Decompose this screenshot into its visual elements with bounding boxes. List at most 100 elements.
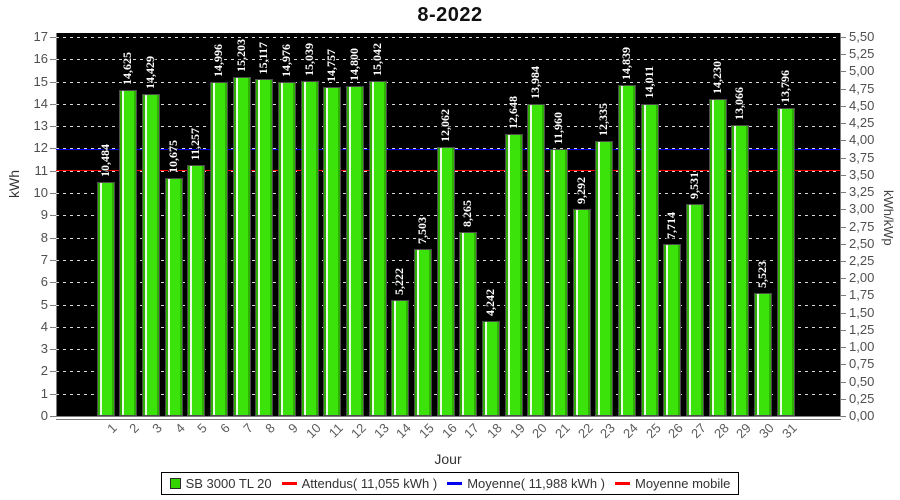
bar-value-label: 15,203 [233,39,248,73]
y-axis-tick-right [840,416,846,417]
y-axis-tick-label-right: 1,50 [849,304,875,320]
bar [685,203,704,416]
bar [776,108,795,416]
y-axis-tick-label-left: 15 [33,73,48,89]
bar [277,82,296,416]
y-axis-tick-right [840,71,846,73]
y-axis-tick-left [50,393,56,395]
y-axis-tick-label-right: 0,00 [849,408,875,423]
bar-value-label: 15,039 [301,42,316,76]
y-axis-tick-label-right: 3,50 [849,166,875,182]
y-axis-line-right [840,33,841,416]
legend: SB 3000 TL 20 Attendus( 11,055 kWh ) Moyen… [0,472,900,495]
y-axis-tick-left [50,237,56,239]
legend-label: Attendus( 11,055 kWh ) [301,476,438,491]
legend-box: SB 3000 TL 20 Attendus( 11,055 kWh ) Moyen… [160,472,740,495]
y-axis-tick-right [840,381,846,383]
y-axis-tick-label-left: 4 [40,318,48,334]
bar [753,292,772,416]
bar-value-label: 15,117 [256,41,271,74]
y-axis-tick-label-right: 4,50 [849,97,875,113]
y-axis-tick-left [50,126,56,128]
bar-value-label: 5,523 [754,260,769,288]
bar-value-label: 14,996 [210,43,225,77]
bar-value-label: 11,960 [550,112,565,145]
y-axis-tick-left [50,349,56,351]
x-axis-label: Jour [434,451,462,467]
bar-value-label: 9,292 [573,176,588,204]
bar [209,81,228,416]
y-axis-tick-right [840,192,846,194]
bar [300,80,319,416]
legend-line-icon [281,482,297,485]
h-gridline [56,126,840,128]
y-axis-tick-label-right: 4,00 [849,132,875,148]
bar [187,165,206,416]
y-axis-tick-right [840,398,846,400]
y-axis-tick-right [840,54,846,56]
y-axis-tick-label-left: 5 [40,296,48,312]
bar-value-label: 14,757 [324,49,339,83]
bar [255,78,274,416]
bar [572,208,591,416]
bar [459,231,478,416]
bar-value-label: 14,976 [278,44,293,78]
legend-item: Moyenne mobile [615,476,730,491]
chart-title: 8-2022 [417,4,483,26]
bar-value-label: 12,648 [505,96,520,130]
legend-item: Attendus( 11,055 kWh ) [281,476,438,491]
y-axis-tick-left [50,193,56,195]
y-axis-tick-left [50,371,56,373]
y-axis-tick-left [50,81,56,83]
h-gridline [56,103,840,105]
y-axis-tick-label-left: 17 [33,29,48,44]
y-axis-tick-label-right: 0,25 [849,390,875,406]
y-axis-tick-right [840,295,846,297]
y-axis-tick-right [840,260,846,262]
bar-value-label: 7,714 [664,212,679,240]
bar-value-label: 9,531 [686,171,701,199]
y-axis-tick-label-left: 0 [40,408,48,423]
bar [595,141,614,416]
bar [481,321,500,416]
y-axis-tick-right [840,226,846,228]
y-axis-tick-left [50,326,56,328]
bar [617,85,636,416]
y-axis-tick-right [840,157,846,159]
y-axis-tick-label-left: 10 [33,185,48,201]
bar [640,103,659,416]
bar [663,244,682,416]
y-axis-tick-right [840,312,846,314]
y-axis-tick-right [840,88,846,90]
h-gridline [56,37,840,38]
y-axis-tick-right [840,105,846,107]
bar-value-label: 7,503 [414,216,429,244]
y-axis-tick-label-right: 0,75 [849,356,875,372]
legend-label: Moyenne( 11,988 kWh ) [467,476,605,491]
bar-value-label: 13,796 [777,70,792,104]
y-axis-tick-right [840,209,846,211]
legend-label: Moyenne mobile [635,476,731,491]
y-axis-tick-left [50,148,56,150]
bar [731,124,750,416]
bar-value-label: 8,265 [460,199,475,227]
y-axis-tick-left [50,103,56,105]
h-gridline [56,81,840,83]
bar-value-label: 11,257 [188,127,203,161]
y-axis-tick-label-right: 1,25 [849,321,875,337]
bar-value-label: 13,066 [732,86,747,120]
plot-area: 10,484 14,625 14,429 10,675 11,257 14,996 15,2… [56,33,840,416]
bar [549,149,568,416]
y-axis-tick-label-left: 16 [33,51,48,67]
y-axis-label-right: kWh/kWp [881,190,896,246]
y-axis-tick-label-left: 6 [40,274,48,290]
bar [391,299,410,416]
bar [119,89,138,416]
y-axis-tick-label-right: 1,75 [849,287,875,303]
y-axis-tick-right [840,278,846,280]
y-axis-tick-label-right: 2,00 [849,270,875,286]
bar-value-label: 12,335 [596,103,611,137]
bar-value-label: 14,429 [142,56,157,90]
y-axis-tick-right [840,329,846,331]
